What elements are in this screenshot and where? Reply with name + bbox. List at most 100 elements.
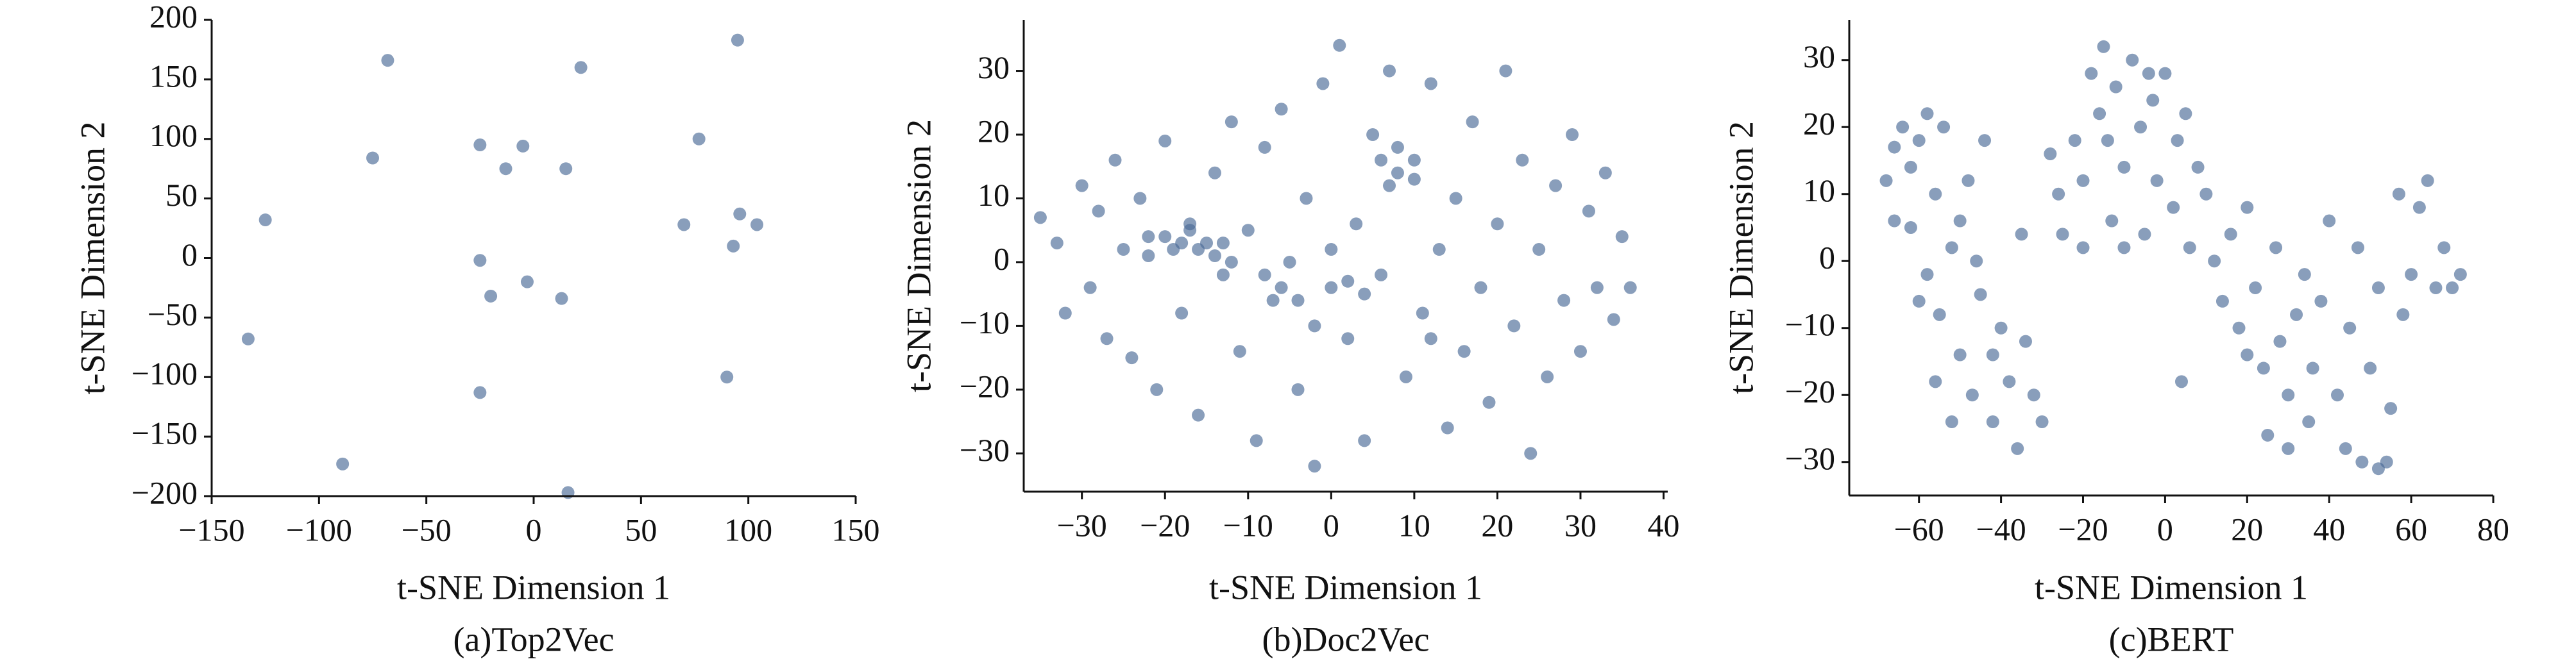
point (1250, 434, 1263, 447)
y-tick-label: 30 (978, 49, 1010, 85)
point (1117, 243, 1130, 256)
point (1432, 243, 1446, 256)
point (1449, 192, 1462, 205)
x-tick-label: 40 (2313, 511, 2345, 547)
point (1100, 332, 1114, 345)
point (1407, 153, 1421, 167)
point (1532, 243, 1546, 256)
point (1590, 281, 1604, 294)
x-tick-label: −150 (178, 512, 244, 547)
point (1291, 294, 1305, 307)
point (258, 213, 272, 227)
x-tick-label: 0 (2157, 511, 2173, 547)
point (1366, 128, 1380, 142)
point (1482, 395, 1496, 409)
point (2179, 107, 2192, 121)
point (1142, 249, 1155, 262)
point (2232, 321, 2246, 335)
point (1549, 179, 1563, 192)
y-tick-label: −10 (960, 304, 1010, 340)
point (2167, 201, 2180, 214)
point (1241, 224, 1255, 237)
x-tick-label: 60 (2395, 511, 2427, 547)
point (1224, 255, 1238, 269)
point (2117, 241, 2131, 254)
point (1208, 249, 1221, 262)
x-axis-label: t-SNE Dimension 1 (2035, 568, 2308, 606)
point (677, 218, 691, 231)
point (1962, 174, 1975, 187)
point (2085, 67, 2098, 80)
point (1216, 237, 1230, 250)
point (2027, 388, 2040, 402)
point (1491, 217, 1504, 231)
y-tick-label: 100 (149, 117, 198, 153)
point (2150, 174, 2164, 187)
point (1275, 281, 1288, 294)
point (1994, 321, 2008, 335)
point (473, 386, 487, 399)
point (1208, 166, 1221, 179)
point (1607, 313, 1620, 326)
point (1933, 308, 1946, 321)
y-axis-label: t-SNE Dimension 2 (899, 119, 938, 392)
point (1192, 243, 1205, 256)
point (1333, 38, 1346, 52)
point (381, 54, 394, 67)
point (1904, 160, 1917, 174)
point (2097, 40, 2110, 53)
point (2138, 228, 2151, 241)
x-tick-label: 0 (526, 512, 542, 547)
point (1192, 408, 1205, 422)
point (1573, 345, 1587, 358)
point (1424, 77, 1437, 90)
point (1158, 230, 1172, 244)
point (1150, 383, 1164, 396)
point (1092, 204, 1105, 218)
point (1300, 192, 1313, 205)
point (1391, 166, 1404, 179)
point (2105, 214, 2119, 228)
point (1175, 237, 1189, 250)
x-tick-label: 30 (1564, 507, 1597, 543)
point (1291, 383, 1305, 396)
point (2208, 254, 2221, 268)
x-tick-label: −20 (1140, 507, 1190, 543)
point (2183, 241, 2196, 254)
point (1929, 187, 1942, 201)
point (1424, 332, 1437, 345)
point (516, 139, 530, 153)
point (2076, 174, 2090, 187)
y-tick-label: −50 (148, 296, 198, 332)
point (1391, 140, 1404, 154)
point (2330, 388, 2344, 402)
x-tick-label: 10 (1398, 507, 1430, 543)
caption: (b)Doc2Vec (1262, 620, 1430, 658)
y-tick-label: −20 (960, 368, 1010, 404)
y-tick-label: −100 (131, 356, 198, 392)
point (1516, 153, 1529, 167)
point (2273, 335, 2287, 348)
x-tick-label: 100 (724, 512, 772, 547)
point (1407, 172, 1421, 186)
point (727, 239, 740, 253)
y-axis-label: t-SNE Dimension 2 (1722, 121, 1760, 394)
point (1978, 134, 1992, 147)
point (1986, 415, 1999, 429)
point (2241, 348, 2254, 362)
point (1904, 221, 1917, 234)
point (1375, 153, 1388, 167)
point (1275, 103, 1288, 116)
point (1308, 319, 1321, 333)
point (1541, 370, 1554, 383)
point (1383, 64, 1396, 78)
point (1499, 64, 1513, 78)
point (1183, 224, 1197, 237)
point (1341, 332, 1355, 345)
point (1341, 274, 1355, 288)
point (1133, 192, 1147, 205)
point (1986, 348, 1999, 362)
point (1524, 447, 1538, 460)
point (1399, 370, 1412, 383)
point (241, 332, 255, 345)
